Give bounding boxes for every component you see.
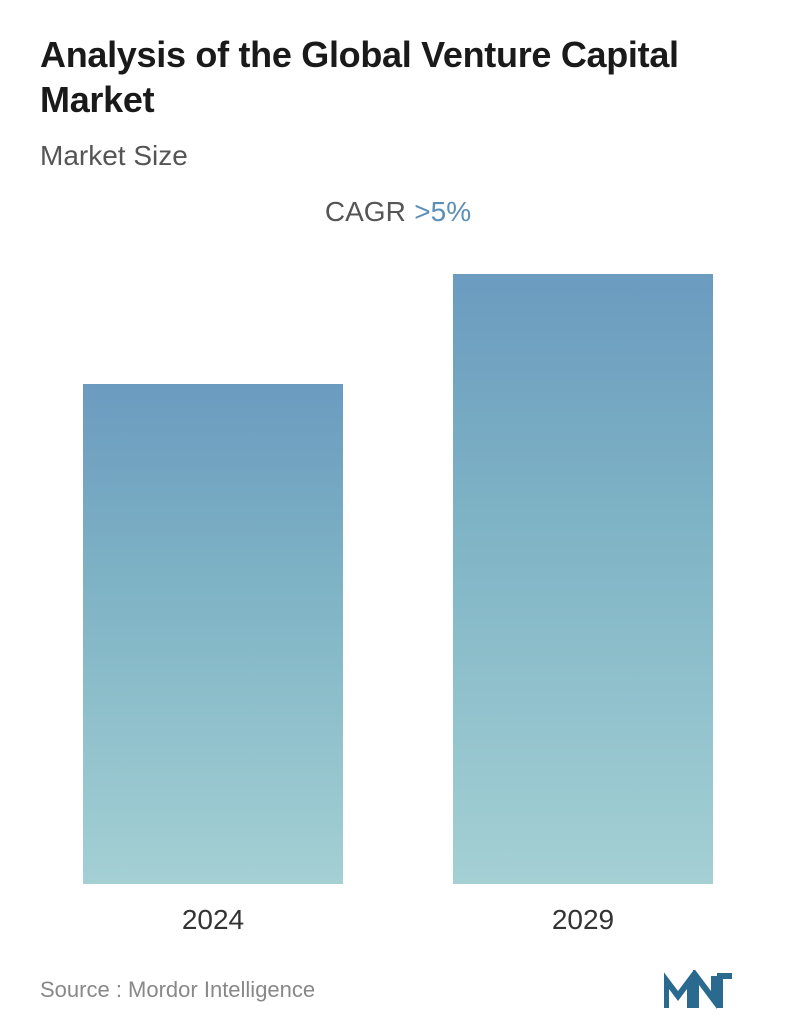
bar-label-1: 2029 — [552, 904, 614, 936]
chart-subtitle: Market Size — [40, 140, 756, 172]
footer: Source : Mordor Intelligence — [40, 956, 756, 1034]
chart-title: Analysis of the Global Venture Capital M… — [40, 32, 756, 122]
bar-label-0: 2024 — [182, 904, 244, 936]
cagr-row: CAGR >5% — [40, 196, 756, 228]
bar-group-1: 2029 — [453, 274, 713, 936]
cagr-value: >5% — [414, 196, 471, 227]
brand-logo-icon — [664, 970, 736, 1010]
bar-0 — [83, 384, 343, 884]
bar-1 — [453, 274, 713, 884]
bar-group-0: 2024 — [83, 384, 343, 936]
source-text: Source : Mordor Intelligence — [40, 977, 315, 1003]
cagr-label: CAGR — [325, 196, 406, 227]
chart-area: 2024 2029 — [40, 238, 756, 956]
